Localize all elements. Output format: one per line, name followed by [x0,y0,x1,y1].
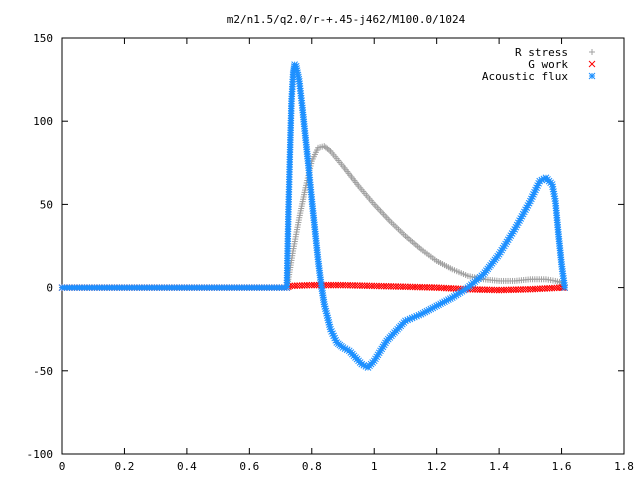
plot-area-border [61,37,625,455]
data-point [493,286,501,294]
legend-label: G work [528,58,568,71]
data-point [310,281,318,289]
x-tick-label: 1.6 [552,460,572,473]
data-point [305,281,313,289]
x-tick-label: 0.4 [177,460,197,473]
data-point [506,234,513,242]
y-tick-label: -50 [33,365,53,378]
data-point [327,281,335,289]
x-tick-label: 1 [371,460,378,473]
series-layer [58,61,569,371]
axes: 0 0.2 0.4 0.6 0.8 1 1.2 1.4 1.6 1.8 -100 -50 0 50 100 1… [27,32,634,473]
x-tick-label: 0.6 [239,460,259,473]
x-tick-label: 0.8 [302,460,322,473]
data-point [325,281,332,289]
data-point [435,301,442,309]
legend-marker [588,60,596,68]
x-tick-label: 1.4 [489,460,509,473]
x-tick-label: 1.2 [427,460,447,473]
x-tick-label: 0 [59,460,66,473]
chart-title: m2/n1.5/q2.0/r-+.45-j462/M100.0/1024 [227,13,466,26]
legend-marker [589,49,595,55]
data-point [308,281,316,289]
data-point [332,281,340,289]
data-point [561,284,569,291]
x-tick-label: 1.8 [614,460,634,473]
y-tick-label: 150 [33,32,53,45]
data-point [334,281,342,289]
legend-label: R stress [515,46,568,59]
data-point [425,306,433,314]
y-tick-label: 100 [33,115,53,128]
data-point [337,281,344,289]
series-acoustic-flux [58,61,569,371]
y-tick-label: 50 [40,198,53,211]
y-tick-label: -100 [27,448,54,461]
legend-label: Acoustic flux [482,70,568,83]
legend-marker [588,72,596,80]
data-point [330,281,337,289]
y-tick-label: 0 [46,282,53,295]
x-tick-label: 0.2 [115,460,135,473]
